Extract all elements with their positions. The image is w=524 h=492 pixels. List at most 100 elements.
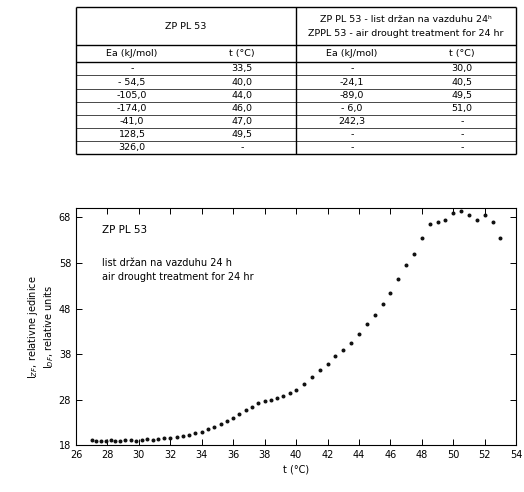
Point [410, 250, 418, 258]
Text: - 54,5: - 54,5 [118, 78, 146, 87]
Point [106, 436, 115, 444]
Text: 30,0: 30,0 [452, 64, 473, 73]
Text: Ea (kJ/mol): Ea (kJ/mol) [106, 49, 158, 58]
Text: -: - [241, 143, 244, 153]
Point [254, 399, 263, 407]
Point [425, 220, 434, 228]
Point [198, 428, 206, 435]
Point [394, 275, 402, 283]
Point [102, 437, 110, 445]
Point [279, 392, 288, 400]
Text: ZP PL 53: ZP PL 53 [102, 225, 148, 235]
Text: -174,0: -174,0 [117, 104, 147, 113]
Text: 51,0: 51,0 [452, 104, 473, 113]
Point [386, 289, 395, 297]
Text: Ea (kJ/mol): Ea (kJ/mol) [326, 49, 378, 58]
Point [138, 436, 146, 444]
Text: -: - [461, 130, 464, 139]
Point [267, 396, 275, 404]
Text: list držan na vazduhu 24 h
air drought treatment for 24 hr: list držan na vazduhu 24 h air drought t… [102, 258, 254, 282]
Point [92, 437, 101, 445]
Point [149, 436, 157, 444]
Point [488, 218, 497, 226]
Point [191, 430, 200, 437]
Text: ZPPL 53 - air drought treatment for 24 hr: ZPPL 53 - air drought treatment for 24 h… [308, 29, 504, 38]
Point [248, 402, 256, 410]
Point [216, 420, 225, 428]
Text: -: - [130, 64, 134, 73]
Point [433, 218, 442, 226]
Text: 44,0: 44,0 [232, 91, 253, 100]
Point [363, 321, 371, 329]
Text: 49,5: 49,5 [452, 91, 473, 100]
Text: 326,0: 326,0 [118, 143, 146, 153]
Point [370, 311, 379, 319]
Point [355, 330, 363, 338]
Point [300, 380, 308, 388]
Point [315, 366, 324, 374]
Text: 33,5: 33,5 [232, 64, 253, 73]
Point [496, 234, 505, 242]
Point [242, 406, 250, 414]
Text: t (°C): t (°C) [450, 49, 475, 58]
Text: -41,0: -41,0 [120, 117, 144, 126]
Point [273, 395, 281, 402]
Point [229, 414, 237, 422]
Point [204, 426, 212, 433]
Point [210, 423, 219, 431]
Text: 128,5: 128,5 [118, 130, 146, 139]
Point [292, 386, 300, 394]
Y-axis label: I$_{ZF}$, relativne jedinice
I$_{DF}$, relative units: I$_{ZF}$, relativne jedinice I$_{DF}$, r… [26, 275, 56, 379]
Text: ZP PL 53: ZP PL 53 [166, 22, 206, 31]
X-axis label: t (°C): t (°C) [283, 464, 309, 474]
Point [111, 437, 119, 445]
Text: -105,0: -105,0 [117, 91, 147, 100]
Point [473, 215, 481, 223]
Text: -24,1: -24,1 [340, 78, 364, 87]
Point [481, 211, 489, 219]
Point [154, 435, 162, 443]
Point [286, 389, 294, 397]
Text: 40,5: 40,5 [452, 78, 473, 87]
Text: 46,0: 46,0 [232, 104, 253, 113]
Point [179, 432, 187, 440]
Point [223, 417, 231, 425]
Point [323, 360, 332, 368]
Point [418, 234, 426, 242]
Point [235, 410, 244, 418]
Text: 47,0: 47,0 [232, 117, 253, 126]
Point [378, 300, 387, 308]
Text: 242,3: 242,3 [339, 117, 366, 126]
Point [402, 261, 410, 269]
Point [132, 437, 140, 445]
Point [160, 434, 168, 442]
Point [172, 433, 181, 441]
Text: - 6,0: - 6,0 [342, 104, 363, 113]
Point [121, 436, 129, 444]
Text: -: - [461, 143, 464, 153]
Point [331, 352, 340, 360]
Point [166, 434, 174, 442]
Point [457, 207, 465, 215]
Point [143, 435, 151, 443]
Text: t (°C): t (°C) [230, 49, 255, 58]
Point [441, 215, 450, 223]
Text: -: - [461, 117, 464, 126]
Text: -: - [351, 64, 354, 73]
Point [116, 437, 124, 445]
Point [127, 436, 135, 444]
Point [308, 373, 316, 381]
Text: -: - [351, 143, 354, 153]
Text: 49,5: 49,5 [232, 130, 253, 139]
Text: ZP PL 53 - list držan na vazduhu 24ʰ: ZP PL 53 - list držan na vazduhu 24ʰ [320, 15, 492, 24]
Text: -89,0: -89,0 [340, 91, 364, 100]
Point [260, 397, 269, 405]
Text: 40,0: 40,0 [232, 78, 253, 87]
Point [88, 436, 96, 444]
Point [97, 437, 105, 445]
Point [449, 209, 457, 217]
Point [339, 345, 347, 353]
Text: -: - [351, 130, 354, 139]
Point [465, 211, 473, 219]
Point [347, 339, 355, 347]
